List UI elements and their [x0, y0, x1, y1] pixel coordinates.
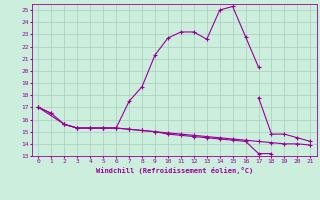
X-axis label: Windchill (Refroidissement éolien,°C): Windchill (Refroidissement éolien,°C)	[96, 167, 253, 174]
